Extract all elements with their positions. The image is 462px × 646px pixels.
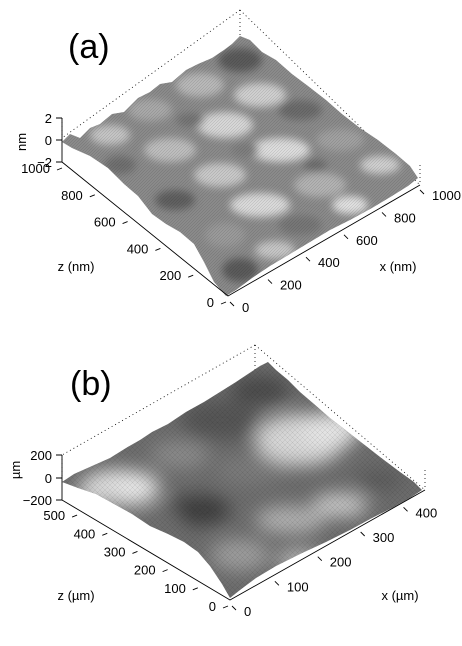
- panel-a-z-axis-label: z (nm): [58, 259, 95, 274]
- panel-b-x-tick-label: 300: [373, 530, 395, 545]
- panel-a-x-tick-mark: [419, 189, 425, 195]
- panel-b-v-axis-label: µm: [8, 461, 23, 479]
- panel-b-z-tick-label: 500: [43, 508, 65, 523]
- panel-a-v-tick-label: −2: [37, 155, 52, 170]
- panel-b-v-axis: 200 0 −200 µm: [8, 448, 52, 508]
- panel-a-z-tick-label: 1000: [21, 161, 50, 176]
- panel-a-x-tick-mark: [267, 279, 273, 284]
- panel-a-x-tick-mark: [229, 301, 235, 307]
- panel-a-x-tick-label: 800: [394, 210, 416, 225]
- panel-b-z-axis-label: z (µm): [57, 588, 94, 603]
- panel-a-label: (a): [68, 28, 110, 66]
- panel-b-x-tick-mark: [360, 531, 365, 537]
- panel-a-z-tick-label: 600: [94, 215, 116, 230]
- panel-a-v-axis: 2 0 −2 nm: [14, 111, 52, 170]
- panel-b-x-tick-mark: [231, 605, 237, 611]
- panel-b-x-tick-label: 0: [244, 604, 251, 619]
- panel-a-surface: [62, 36, 418, 296]
- panel-a-z-axis: z (nm) 0 200 400 600 800 1000: [21, 161, 227, 310]
- panel-b-z-tick-label: 200: [134, 563, 156, 578]
- panel-b-z-tick-mark: [102, 532, 108, 536]
- panel-a-z-tick-mark: [122, 221, 128, 225]
- panel-a-z-tick-mark: [188, 274, 194, 278]
- panel-b-x-tick-label: 100: [287, 579, 309, 594]
- panel-a: [56, 9, 421, 297]
- panel-b-z-tick-label: 0: [209, 599, 216, 614]
- panel-a-x-tick-label: 600: [356, 233, 378, 248]
- panel-a-z-tick-mark: [56, 167, 63, 171]
- panel-a-v-axis-label: nm: [14, 133, 29, 151]
- panel-b-z-tick-mark: [132, 551, 138, 554]
- panel-b-z-tick-mark: [162, 569, 168, 573]
- panel-a-z-tick-label: 0: [207, 295, 214, 310]
- panel-a-z-tick-mark: [89, 194, 95, 198]
- panel-b-z-tick-mark: [71, 514, 78, 518]
- panel-a-x-tick-mark: [381, 212, 387, 217]
- panel-b-box: [61, 344, 426, 491]
- panel-b-z-tick-mark: [192, 587, 198, 591]
- panel-a-x-tick-label: 200: [280, 278, 302, 293]
- panel-b-x-axis: x (µm) 0 100 200 300 400: [231, 505, 438, 619]
- panel-b-z-tick-mark: [222, 605, 229, 609]
- panel-a-z-tick-label: 800: [61, 188, 83, 203]
- panel-a-z-tick-mark: [220, 301, 227, 305]
- panel-b-x-axis-label: x (µm): [381, 588, 418, 603]
- panel-b-x-tick-label: 400: [416, 505, 438, 520]
- panel-b-v-tick-label: 200: [30, 448, 52, 463]
- panel-a-x-tick-label: 1000: [432, 188, 461, 203]
- panel-a-x-tick-mark: [305, 256, 311, 262]
- panel-a-axes: [56, 117, 421, 297]
- panel-b-v-tick-label: 0: [45, 471, 52, 486]
- panel-b-x-tick-label: 200: [330, 555, 352, 570]
- panel-a-z-tick-label: 200: [159, 268, 181, 283]
- panel-a-x-tick-label: 400: [318, 255, 340, 270]
- panel-b-z-tick-label: 400: [74, 526, 96, 541]
- panel-a-x-tick-mark: [343, 234, 349, 240]
- panel-a-z-tick-label: 400: [127, 241, 149, 256]
- panel-a-x-axis: x (nm) 0 200 400 600 800 1000: [229, 188, 461, 315]
- panel-b-z-axis: z (µm) 0 100 200 300 400 500: [43, 508, 229, 614]
- panel-a-v-tick-label: 2: [45, 111, 52, 126]
- panel-a-x-tick-label: 0: [242, 300, 249, 315]
- panel-b-x-tick-mark: [274, 581, 280, 586]
- panel-b-x-tick-mark: [317, 556, 323, 561]
- panel-a-z-tick-mark: [155, 247, 161, 251]
- panel-b-z-tick-label: 100: [164, 581, 186, 596]
- panel-b-label: (b): [70, 365, 112, 403]
- panel-b-v-tick-label: −200: [23, 493, 52, 508]
- panel-a-x-axis-label: x (nm): [380, 259, 417, 274]
- panel-b-z-tick-label: 300: [104, 544, 126, 559]
- panel-a-v-tick-label: 0: [45, 133, 52, 148]
- panel-b-x-tick-mark: [403, 507, 408, 512]
- panel-b-axes: [56, 454, 426, 601]
